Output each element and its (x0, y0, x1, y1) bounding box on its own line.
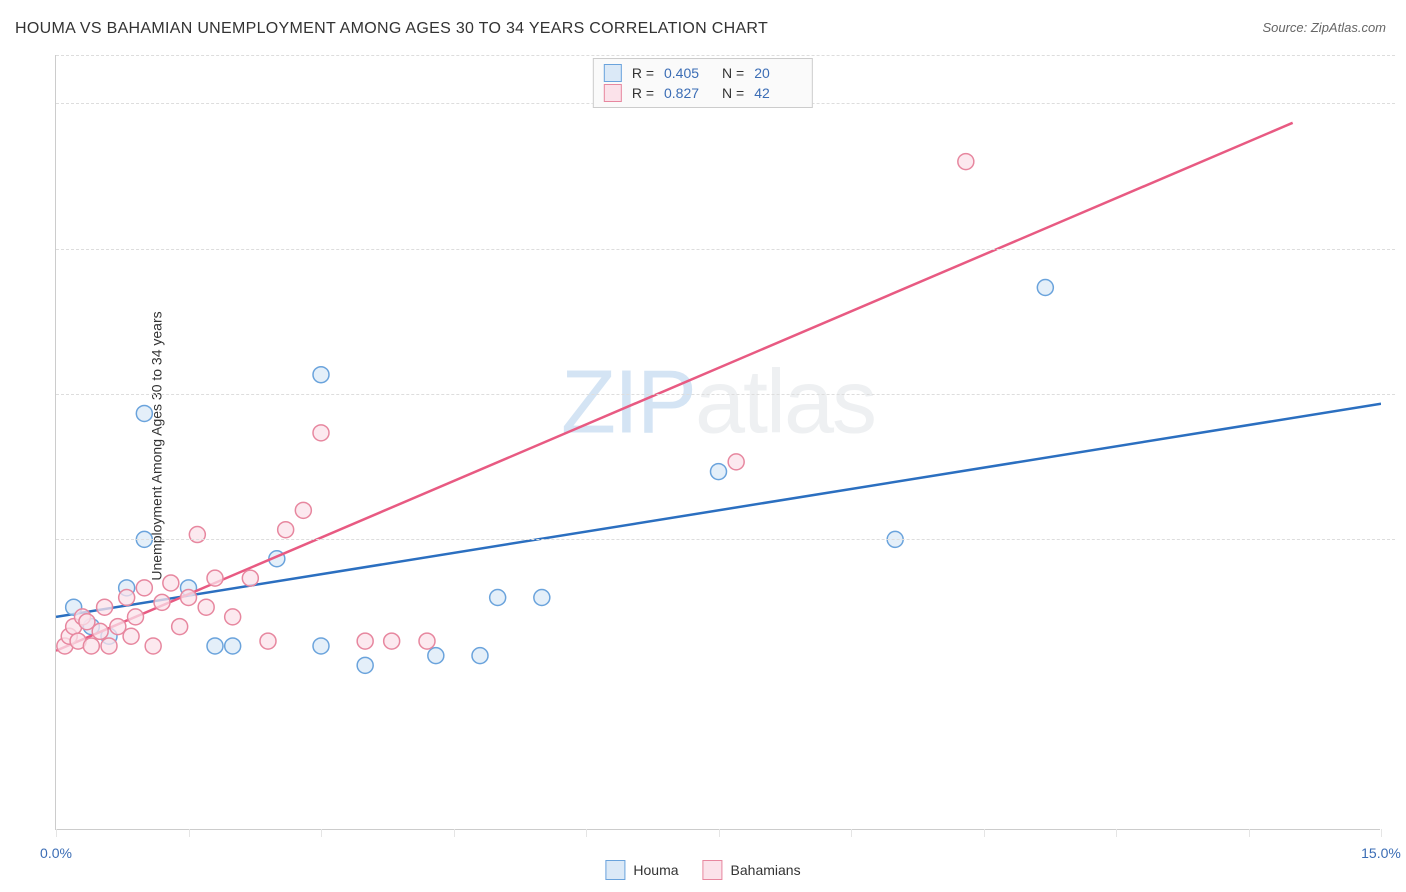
x-tick-label: 0.0% (40, 845, 72, 861)
data-point (172, 619, 188, 635)
x-tick (851, 829, 852, 837)
data-point (357, 633, 373, 649)
regression-line (56, 123, 1293, 651)
n-label: N = (722, 65, 744, 81)
r-value-bahamians: 0.827 (664, 85, 712, 101)
data-point (242, 570, 258, 586)
correlation-legend: R = 0.405 N = 20 R = 0.827 N = 42 (593, 58, 813, 108)
series-legend: Houma Bahamians (605, 860, 800, 880)
data-point (278, 522, 294, 538)
data-point (154, 594, 170, 610)
data-point (163, 575, 179, 591)
x-tick (1249, 829, 1250, 837)
data-point (958, 154, 974, 170)
x-tick (321, 829, 322, 837)
r-label: R = (632, 65, 654, 81)
x-tick (56, 829, 57, 837)
data-point (490, 590, 506, 606)
data-point (136, 580, 152, 596)
gridline-h (56, 55, 1395, 56)
legend-label-houma: Houma (633, 862, 678, 878)
gridline-h (56, 394, 1395, 395)
data-point (357, 657, 373, 673)
data-point (119, 590, 135, 606)
plot-svg (56, 55, 1381, 830)
n-value-bahamians: 42 (754, 85, 802, 101)
x-tick (586, 829, 587, 837)
data-point (728, 454, 744, 470)
gridline-h (56, 249, 1395, 250)
legend-label-bahamians: Bahamians (731, 862, 801, 878)
data-point (92, 623, 108, 639)
data-point (711, 464, 727, 480)
r-value-houma: 0.405 (664, 65, 712, 81)
legend-item-bahamians: Bahamians (703, 860, 801, 880)
source-label: Source: ZipAtlas.com (1262, 20, 1386, 35)
plot-area: ZIPatlas 15.0%30.0%45.0%60.0%0.0%15.0% (55, 55, 1380, 830)
houma-swatch-icon (605, 860, 625, 880)
data-point (101, 638, 117, 654)
data-point (123, 628, 139, 644)
x-tick-label: 15.0% (1361, 845, 1401, 861)
r-label: R = (632, 85, 654, 101)
data-point (145, 638, 161, 654)
x-tick (1116, 829, 1117, 837)
x-tick (189, 829, 190, 837)
data-point (472, 648, 488, 664)
data-point (295, 502, 311, 518)
data-point (225, 609, 241, 625)
bahamians-swatch-icon (703, 860, 723, 880)
legend-item-houma: Houma (605, 860, 678, 880)
n-value-houma: 20 (754, 65, 802, 81)
x-tick (454, 829, 455, 837)
data-point (260, 633, 276, 649)
data-point (128, 609, 144, 625)
data-point (97, 599, 113, 615)
data-point (136, 405, 152, 421)
chart-title: HOUMA VS BAHAMIAN UNEMPLOYMENT AMONG AGE… (15, 20, 768, 38)
gridline-h (56, 539, 1395, 540)
houma-swatch (604, 64, 622, 82)
data-point (384, 633, 400, 649)
x-tick (984, 829, 985, 837)
data-point (419, 633, 435, 649)
data-point (207, 570, 223, 586)
data-point (428, 648, 444, 664)
bahamians-swatch (604, 84, 622, 102)
legend-row-bahamians: R = 0.827 N = 42 (604, 83, 802, 103)
data-point (313, 638, 329, 654)
x-tick (1381, 829, 1382, 837)
data-point (1037, 280, 1053, 296)
data-point (313, 425, 329, 441)
x-tick (719, 829, 720, 837)
legend-row-houma: R = 0.405 N = 20 (604, 63, 802, 83)
data-point (207, 638, 223, 654)
n-label: N = (722, 85, 744, 101)
data-point (83, 638, 99, 654)
data-point (225, 638, 241, 654)
data-point (534, 590, 550, 606)
data-point (198, 599, 214, 615)
data-point (313, 367, 329, 383)
data-point (181, 590, 197, 606)
